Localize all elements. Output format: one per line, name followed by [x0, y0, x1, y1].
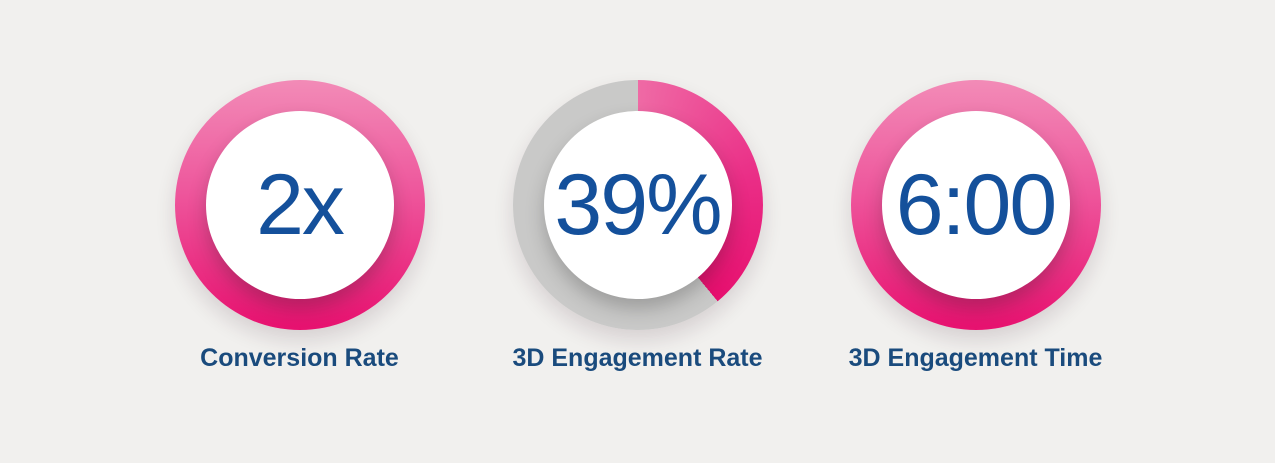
- conversion-rate-inner-circle: 2x: [205, 111, 394, 299]
- stat-conversion-rate: 2x Conversion Rate: [174, 80, 425, 373]
- 3d-engagement-time-inner-circle: 6:00: [881, 111, 1070, 299]
- 3d-engagement-rate-inner-circle: 39%: [543, 111, 732, 299]
- 3d-engagement-time-label: 3D Engagement Time: [848, 344, 1103, 372]
- stat-3d-engagement-rate: 39% 3D Engagement Rate: [512, 80, 763, 373]
- 3d-engagement-time-value: 6:00: [895, 157, 1057, 253]
- 3d-engagement-rate-value: 39%: [554, 157, 722, 253]
- conversion-rate-ring: 2x: [174, 80, 425, 330]
- conversion-rate-label: Conversion Rate: [200, 344, 399, 372]
- stat-3d-engagement-time: 6:00 3D Engagement Time: [848, 80, 1103, 373]
- 3d-engagement-time-ring: 6:00: [850, 80, 1101, 330]
- conversion-rate-value: 2x: [256, 157, 345, 253]
- 3d-engagement-rate-label: 3D Engagement Rate: [512, 344, 763, 372]
- 3d-engagement-rate-ring: 39%: [512, 80, 763, 330]
- stats-row: 2x Conversion Rate 39% 3D Engagement Rat…: [174, 80, 1103, 373]
